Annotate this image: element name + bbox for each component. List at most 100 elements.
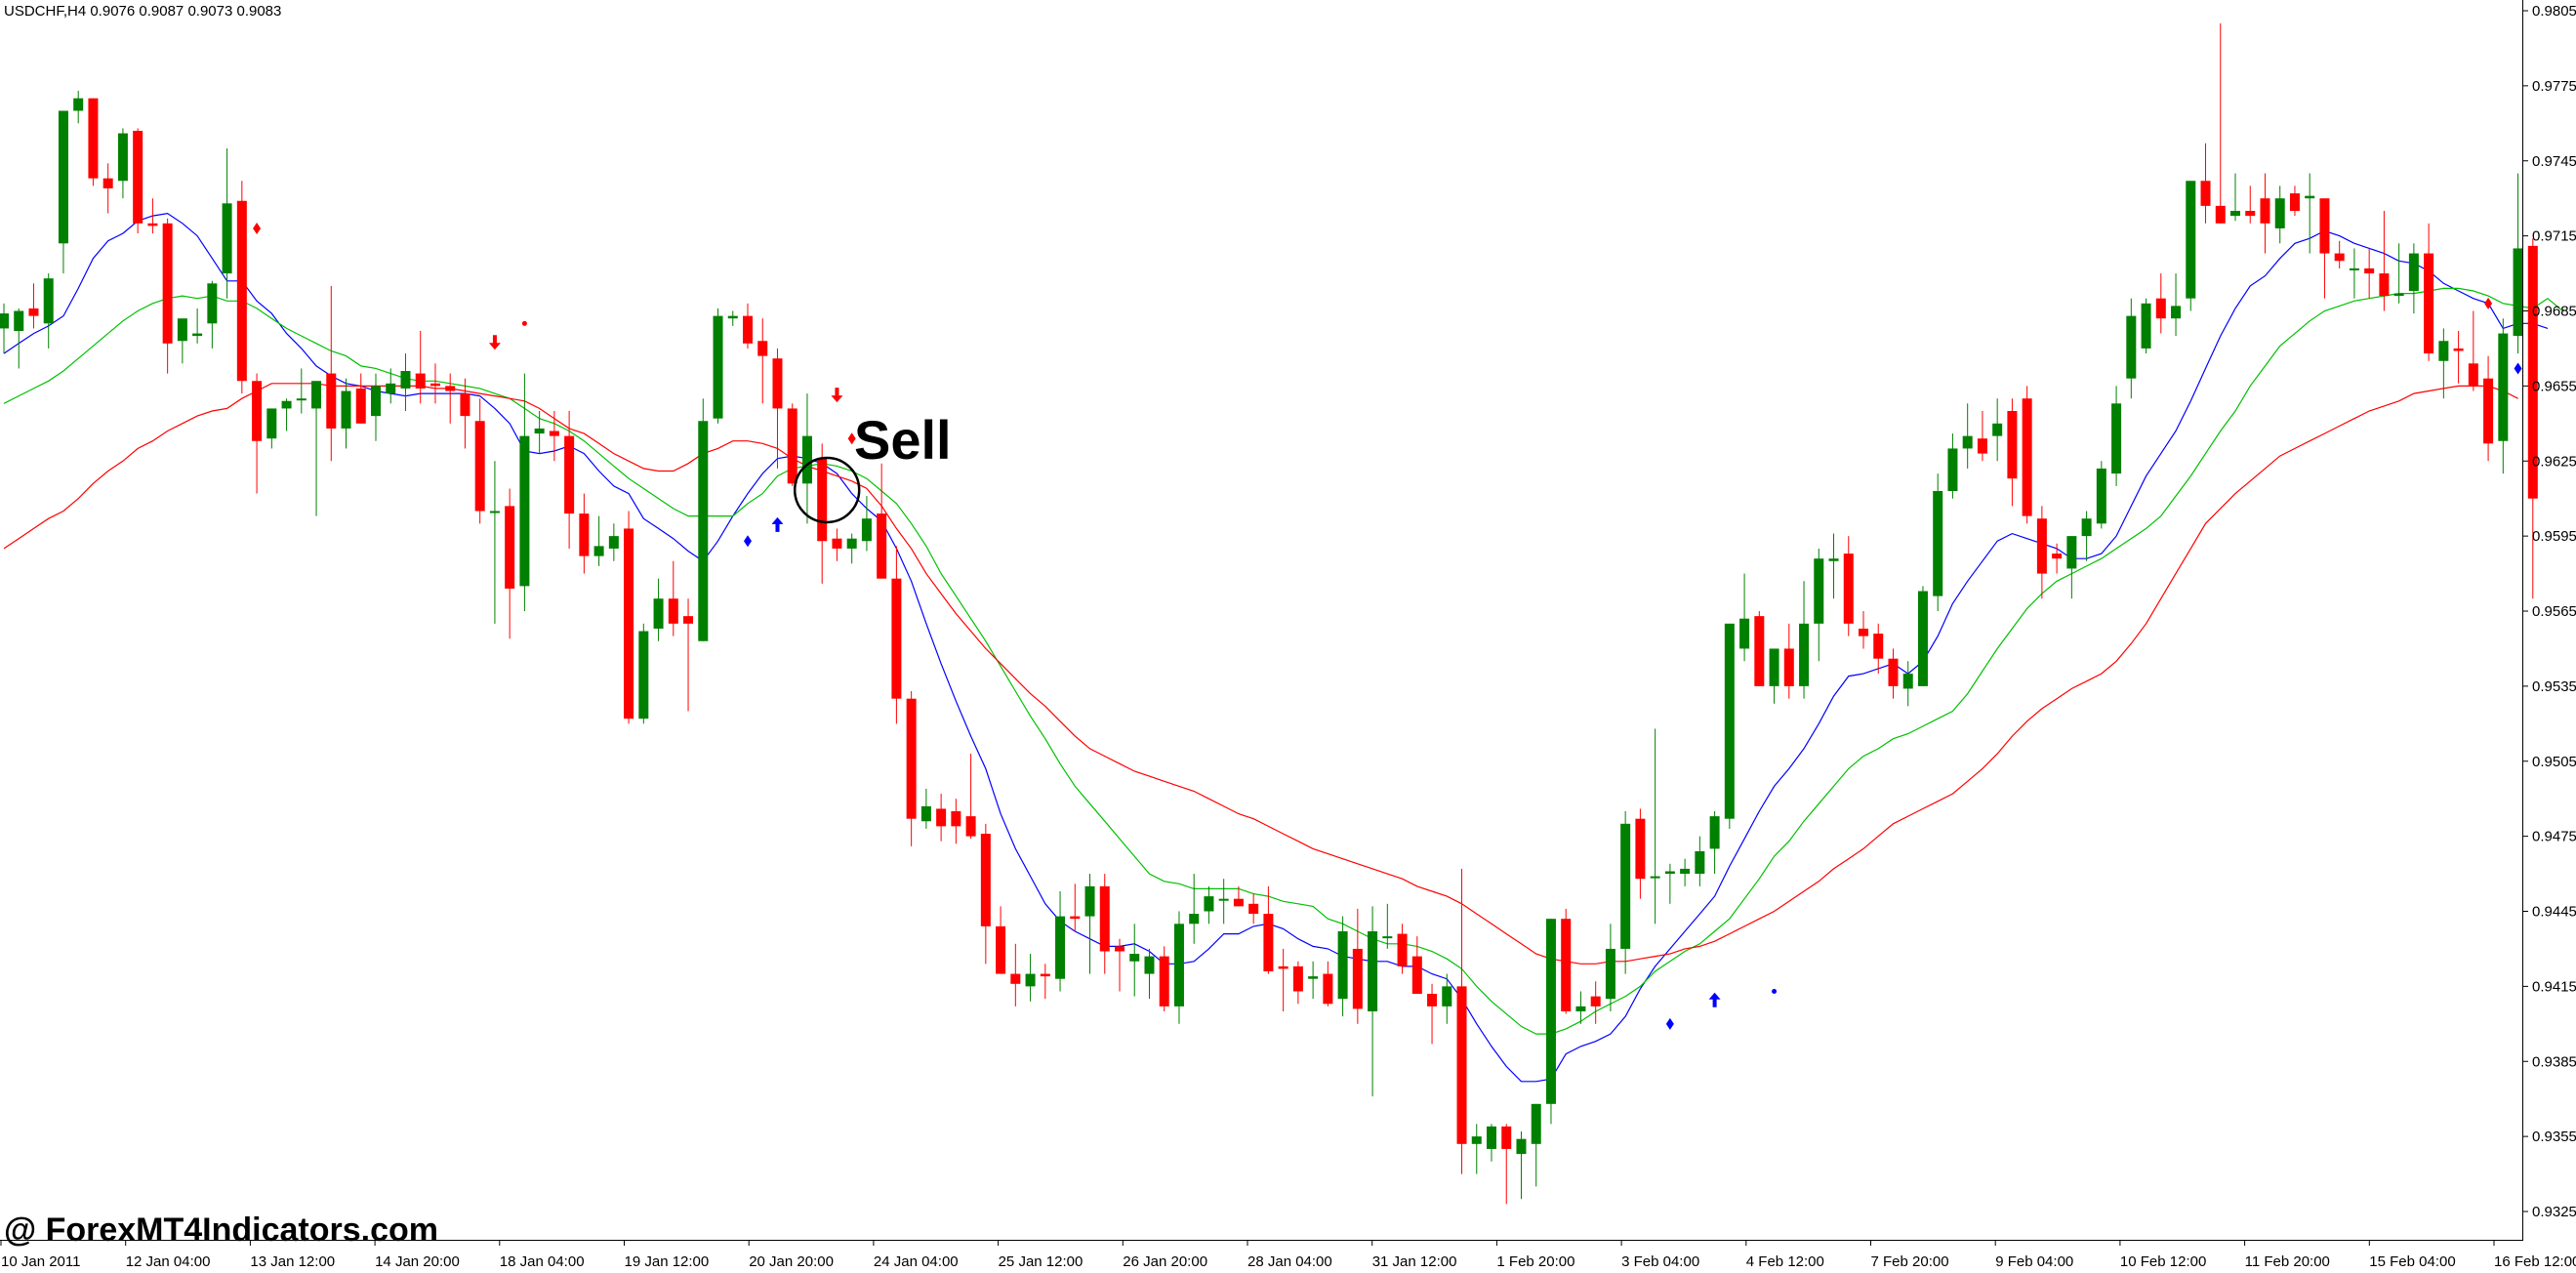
candle <box>653 578 664 641</box>
price-tick-label: 0.9595 <box>2532 528 2576 545</box>
candle <box>1902 661 1913 707</box>
diamond-signal-icon <box>2514 362 2522 375</box>
candle <box>1873 623 1884 675</box>
candle <box>326 285 337 462</box>
candle <box>489 461 500 624</box>
candle-body <box>460 393 470 417</box>
candle <box>1575 991 1586 1024</box>
candle-body <box>683 616 694 624</box>
candle-body <box>281 400 292 409</box>
candle-body <box>713 315 723 419</box>
candle-body <box>1620 823 1631 949</box>
candle-body <box>2052 554 2063 559</box>
candle-body <box>252 381 263 441</box>
price-tick-label: 0.9355 <box>2532 1129 2576 1145</box>
candle-body <box>1411 956 1422 995</box>
candle <box>2052 543 2063 574</box>
candle-body <box>579 513 590 556</box>
time-tick-label: 25 Jan 12:00 <box>999 1253 1084 1270</box>
candle <box>2319 198 2330 299</box>
candle <box>1248 893 1259 924</box>
candle-body <box>2513 248 2523 337</box>
candle <box>2126 298 2137 399</box>
candle-body <box>2111 403 2122 474</box>
candle <box>1337 916 1348 1017</box>
candle-body <box>2245 211 2256 217</box>
candle <box>2245 185 2256 224</box>
candle-body <box>1590 996 1601 1006</box>
candle-body <box>400 371 411 389</box>
candle-body <box>1859 628 1868 636</box>
candle <box>133 128 143 234</box>
candle-body <box>1724 623 1735 819</box>
candle-body <box>1754 616 1765 686</box>
candle-body <box>296 398 307 401</box>
ma-line-2 <box>3 287 2563 1035</box>
candle <box>2305 173 2315 254</box>
candle <box>2096 461 2106 529</box>
candle <box>1487 1124 1496 1162</box>
candle-body <box>1561 919 1572 1011</box>
candle <box>1397 924 1408 974</box>
candle-body <box>1902 674 1913 689</box>
candle-body <box>2527 245 2538 499</box>
candle <box>564 411 575 549</box>
candle-body <box>653 598 664 629</box>
candle <box>549 411 559 462</box>
candle <box>102 163 113 214</box>
candle <box>1427 983 1438 1045</box>
candle <box>757 318 768 404</box>
candle-body <box>222 203 232 274</box>
candle <box>1055 891 1066 992</box>
candle-body <box>861 518 872 542</box>
candle-body <box>801 435 812 484</box>
candle-body <box>28 308 39 316</box>
candle <box>1382 903 1393 949</box>
candle <box>1664 863 1675 904</box>
candle <box>1456 868 1467 1174</box>
candle-body <box>2022 398 2032 516</box>
candle <box>2483 355 2494 462</box>
time-axis: 10 Jan 2011 12 Jan 04:00 13 Jan 12:00 14 Ja… <box>0 1240 2576 1270</box>
candle-body <box>1233 898 1244 907</box>
candle <box>1680 858 1691 886</box>
candle-body <box>1545 919 1556 1104</box>
time-tick-label: 24 Jan 04:00 <box>874 1253 959 1270</box>
candle <box>698 398 709 641</box>
candle-body <box>2200 181 2211 206</box>
candle <box>2155 273 2166 334</box>
candle <box>2393 243 2404 304</box>
candle <box>355 373 366 424</box>
price-tick-label: 0.9385 <box>2532 1053 2576 1070</box>
candle-body <box>14 310 24 331</box>
candle-body <box>1814 558 1824 624</box>
candle-body <box>1769 648 1779 686</box>
candle <box>2453 331 2464 384</box>
price-tick-label: 0.9805 <box>2532 3 2576 20</box>
candle <box>1218 879 1229 924</box>
candle <box>846 533 857 564</box>
time-tick-label: 12 Jan 04:00 <box>126 1253 211 1270</box>
watermark: @ ForexMT4Indicators.com <box>4 1211 438 1249</box>
price-tick-label: 0.9655 <box>2532 378 2576 394</box>
candle-body <box>371 386 381 417</box>
candle-body <box>1501 1126 1512 1149</box>
time-tick-label: 14 Jan 20:00 <box>375 1253 460 1270</box>
candle <box>0 303 9 354</box>
candle <box>1025 954 1036 1002</box>
candle-body <box>133 131 143 224</box>
candle-body <box>996 925 1006 974</box>
candle <box>2260 173 2270 254</box>
candle <box>1947 433 1958 499</box>
candle-body <box>2393 293 2404 297</box>
candle <box>1115 938 1124 992</box>
candle-body <box>817 458 828 542</box>
candle-body <box>1427 994 1438 1006</box>
candle-body <box>965 816 976 837</box>
diamond-signal-icon <box>744 535 752 548</box>
candle-body <box>1947 448 1958 491</box>
candle-body <box>1055 916 1066 979</box>
candle <box>252 373 263 494</box>
candle <box>593 515 604 566</box>
